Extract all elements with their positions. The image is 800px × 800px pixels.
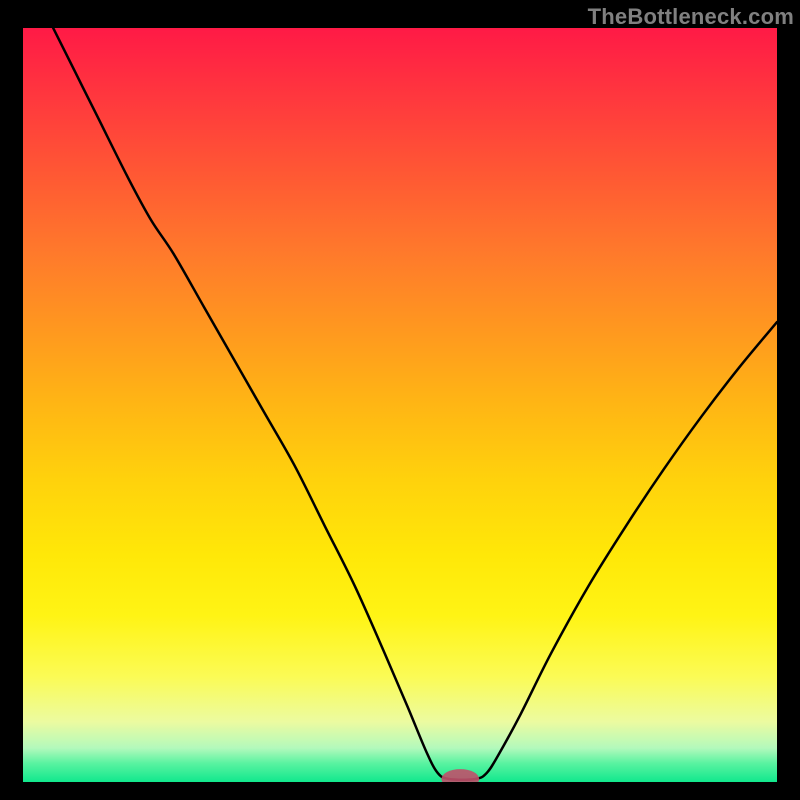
watermark-text: TheBottleneck.com	[588, 4, 794, 30]
bottleneck-chart	[23, 28, 777, 782]
minimum-marker	[23, 28, 777, 782]
